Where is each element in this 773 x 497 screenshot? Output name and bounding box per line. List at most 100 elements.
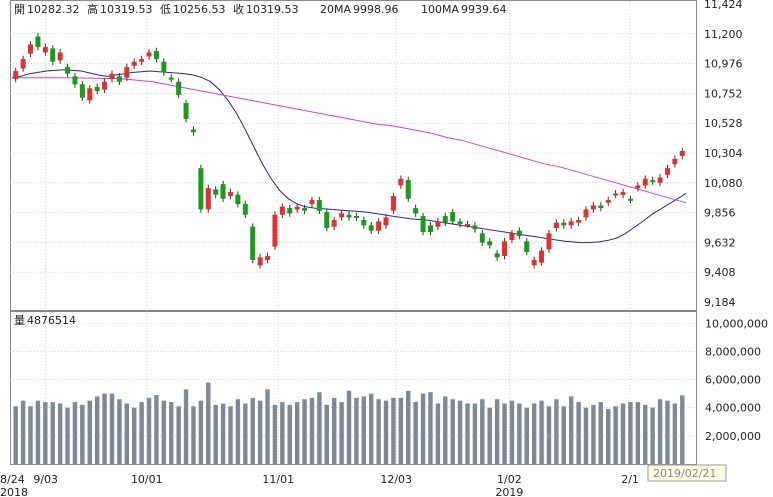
volume-bar <box>443 396 448 464</box>
moving-averages <box>11 69 687 244</box>
price-tick-label: 10,304 <box>704 147 743 160</box>
candle-down <box>50 48 56 62</box>
low-value: 10256.53 <box>173 3 226 16</box>
volume-value: 4876514 <box>27 314 76 327</box>
candle-up <box>294 206 300 210</box>
ma-line-100ma <box>12 77 687 204</box>
open-value: 10282.32 <box>27 3 80 16</box>
volume-bar <box>457 400 463 464</box>
candle-down <box>176 81 182 95</box>
volume-bar <box>102 393 107 464</box>
volume-bar <box>220 403 226 464</box>
price-tick-label: 10,976 <box>704 58 743 71</box>
volume-bar <box>517 403 522 464</box>
volume-bar <box>265 389 270 464</box>
volume-bar <box>383 400 389 464</box>
volume-bar <box>650 407 655 464</box>
candlesticks <box>13 33 685 269</box>
volume-bar <box>494 399 500 464</box>
header-ma20: 20MA 9998.96 <box>320 3 399 16</box>
volume-bar <box>406 390 411 464</box>
volume-bar <box>235 399 241 464</box>
volume-bar <box>583 407 589 464</box>
volume-bar <box>13 406 18 464</box>
candle-up <box>28 44 34 54</box>
candle-up <box>664 168 670 175</box>
candle-up <box>539 250 545 263</box>
price-tick-label: 9,632 <box>704 236 736 249</box>
volume-bar <box>154 395 159 464</box>
volume-bar <box>294 402 300 464</box>
candle-down <box>627 198 633 201</box>
candle-down <box>368 225 374 231</box>
date-tooltip-text: 2019/02/21 <box>653 467 716 480</box>
candle-down <box>183 102 189 119</box>
candle-up <box>383 217 389 226</box>
volume-bar <box>169 402 174 464</box>
date-tick-label: 9/03 <box>33 473 58 486</box>
volume-bar <box>546 406 552 464</box>
candle-up <box>13 71 19 80</box>
candle-down <box>65 67 71 74</box>
candle-down <box>427 225 433 233</box>
grid-lines <box>10 1 697 464</box>
candle-up <box>87 88 93 101</box>
candle-down <box>650 180 656 183</box>
volume-tick-label: 4,000,000 <box>705 402 761 415</box>
price-tick-label: 10,752 <box>704 87 743 100</box>
price-tick-label: 9,408 <box>704 266 736 279</box>
candle-down <box>524 241 530 252</box>
candle-up <box>131 61 137 66</box>
price-tick-label: 9,184 <box>704 296 736 309</box>
volume-bar <box>228 406 233 464</box>
volume-bar <box>509 400 515 464</box>
header-ohlc: 開 10282.32 高 10319.53 低 10256.53 收 10319.53 <box>14 2 299 16</box>
volume-bar <box>43 402 48 464</box>
candle-down <box>472 225 478 230</box>
volume-bar <box>465 403 470 464</box>
volume-bar <box>576 402 581 464</box>
candle-down <box>479 233 485 243</box>
volume-bar <box>176 406 181 464</box>
candle-down <box>168 77 174 80</box>
volume-bar <box>146 397 152 464</box>
candle-up <box>635 185 641 189</box>
volume-bar <box>80 404 85 464</box>
volume-bar <box>472 403 478 464</box>
candle-down <box>79 84 85 98</box>
volume-bar <box>50 402 55 464</box>
candle-up <box>398 178 404 186</box>
volume-bar <box>680 395 685 464</box>
volume-bar <box>309 397 315 464</box>
candle-up <box>568 221 574 226</box>
volume-bar <box>487 407 492 464</box>
volume-bar <box>591 404 596 464</box>
date-tick-label: 2/1 <box>621 473 639 486</box>
volume-bar <box>124 403 130 464</box>
volume-tick-label: 8,000,000 <box>705 345 761 358</box>
volume-bar <box>72 402 78 464</box>
candle-up <box>546 233 552 250</box>
open-label: 開 <box>14 3 25 16</box>
volume-bar <box>131 407 137 464</box>
date-tick-label: 11/01 <box>262 473 294 486</box>
volume-y-axis: 10,000,000 8,000,000 6,000,000 4,000,000 2,0… <box>705 317 768 443</box>
price-tick-label: 9,856 <box>704 207 736 220</box>
volume-bar <box>620 403 626 464</box>
volume-bar <box>250 397 255 464</box>
candle-down <box>516 230 522 237</box>
candle-up <box>57 52 63 61</box>
candle-up <box>576 220 582 223</box>
candle-down <box>442 216 448 223</box>
volume-bar <box>94 396 100 464</box>
candle-down <box>35 36 41 48</box>
price-panel-frame <box>10 0 697 311</box>
candle-up <box>339 213 345 218</box>
date-year-label: 2019 <box>495 486 523 497</box>
volume-bar <box>57 403 63 464</box>
candle-down <box>116 76 122 82</box>
volume-bar <box>109 393 115 464</box>
candle-down <box>235 194 241 205</box>
volume-bar <box>28 406 33 464</box>
